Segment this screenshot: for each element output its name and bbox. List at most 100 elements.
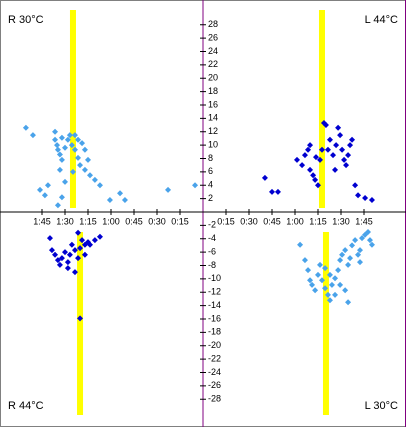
point bbox=[345, 299, 352, 306]
point bbox=[85, 156, 91, 163]
point bbox=[86, 241, 93, 248]
point bbox=[343, 162, 350, 169]
panel-label: L 30°C bbox=[365, 400, 398, 412]
mean-marker bbox=[318, 10, 325, 208]
point bbox=[299, 162, 306, 169]
x-tick-label: 1:00 bbox=[102, 216, 120, 226]
y-tick-label: 24 bbox=[208, 46, 218, 56]
point bbox=[339, 251, 346, 258]
point bbox=[62, 144, 68, 151]
point bbox=[312, 176, 319, 183]
y-tick-label: -26 bbox=[208, 380, 221, 390]
point bbox=[322, 122, 329, 129]
point bbox=[339, 146, 346, 153]
point bbox=[71, 146, 78, 153]
x-tick-label: 0:45 bbox=[125, 216, 143, 226]
point bbox=[352, 182, 359, 189]
point bbox=[359, 235, 366, 242]
point bbox=[342, 247, 349, 254]
point bbox=[64, 259, 71, 266]
x-tick-label: 0:30 bbox=[148, 216, 166, 226]
point bbox=[316, 261, 323, 268]
point bbox=[305, 267, 312, 274]
point bbox=[77, 245, 84, 252]
point bbox=[81, 146, 88, 153]
point bbox=[347, 142, 354, 149]
point bbox=[341, 156, 348, 163]
point bbox=[66, 132, 73, 139]
point bbox=[41, 192, 48, 199]
point bbox=[71, 247, 78, 254]
point bbox=[345, 261, 352, 268]
mean-marker bbox=[77, 231, 84, 415]
point bbox=[54, 146, 61, 153]
panel-label: R 30°C bbox=[8, 14, 44, 26]
point bbox=[64, 265, 71, 272]
point bbox=[56, 166, 63, 173]
point bbox=[68, 241, 75, 248]
point bbox=[37, 186, 44, 193]
mean-marker bbox=[322, 231, 329, 415]
point bbox=[77, 162, 84, 169]
point bbox=[357, 247, 364, 254]
point bbox=[332, 275, 339, 282]
point bbox=[91, 176, 98, 183]
y-tick-label: 6 bbox=[208, 166, 213, 176]
x-tick-label: 0:30 bbox=[240, 216, 258, 226]
point bbox=[58, 134, 65, 141]
point bbox=[48, 247, 55, 254]
point bbox=[165, 186, 172, 193]
point bbox=[79, 237, 86, 244]
point bbox=[117, 190, 124, 197]
point bbox=[46, 235, 53, 242]
point bbox=[312, 287, 319, 294]
point bbox=[335, 267, 342, 274]
point bbox=[307, 142, 314, 149]
point bbox=[96, 233, 103, 240]
point bbox=[347, 255, 354, 262]
y-tick-label: -6 bbox=[208, 246, 216, 256]
point bbox=[96, 182, 103, 189]
point bbox=[326, 297, 333, 304]
panel-label: L 44°C bbox=[365, 14, 398, 26]
point bbox=[355, 192, 362, 199]
x-tick-label: 1:45 bbox=[355, 216, 373, 226]
point bbox=[335, 124, 342, 131]
x-tick-label: 1:15 bbox=[309, 216, 327, 226]
point bbox=[366, 237, 373, 244]
mean-marker bbox=[69, 10, 76, 208]
x-tick-label: 1:45 bbox=[33, 216, 51, 226]
y-tick-label: 20 bbox=[208, 73, 218, 83]
point bbox=[86, 172, 93, 179]
point bbox=[322, 265, 329, 272]
point bbox=[106, 196, 113, 203]
y-tick-label: 14 bbox=[208, 113, 218, 123]
x-tick-label: 1:30 bbox=[56, 216, 74, 226]
point bbox=[62, 178, 68, 185]
y-tick-label: -14 bbox=[208, 300, 221, 310]
point bbox=[44, 182, 51, 189]
point bbox=[305, 146, 312, 153]
point bbox=[301, 257, 308, 264]
point bbox=[337, 132, 344, 139]
y-tick-label: -22 bbox=[208, 353, 221, 363]
y-tick-label: 26 bbox=[208, 32, 218, 42]
point bbox=[274, 188, 281, 195]
point bbox=[362, 194, 369, 201]
point bbox=[54, 142, 61, 149]
y-tick-label: 16 bbox=[208, 99, 218, 109]
point bbox=[333, 142, 340, 149]
point bbox=[69, 168, 76, 175]
point bbox=[355, 251, 362, 258]
point bbox=[75, 154, 82, 161]
y-tick-label: 12 bbox=[208, 126, 218, 136]
point bbox=[368, 196, 375, 203]
point bbox=[58, 255, 65, 262]
point bbox=[56, 151, 63, 158]
x-tick-label: 1:15 bbox=[79, 216, 97, 226]
point bbox=[310, 172, 317, 179]
y-tick-label: 4 bbox=[208, 180, 213, 190]
point bbox=[301, 152, 308, 159]
y-tick-label: 22 bbox=[208, 59, 218, 69]
